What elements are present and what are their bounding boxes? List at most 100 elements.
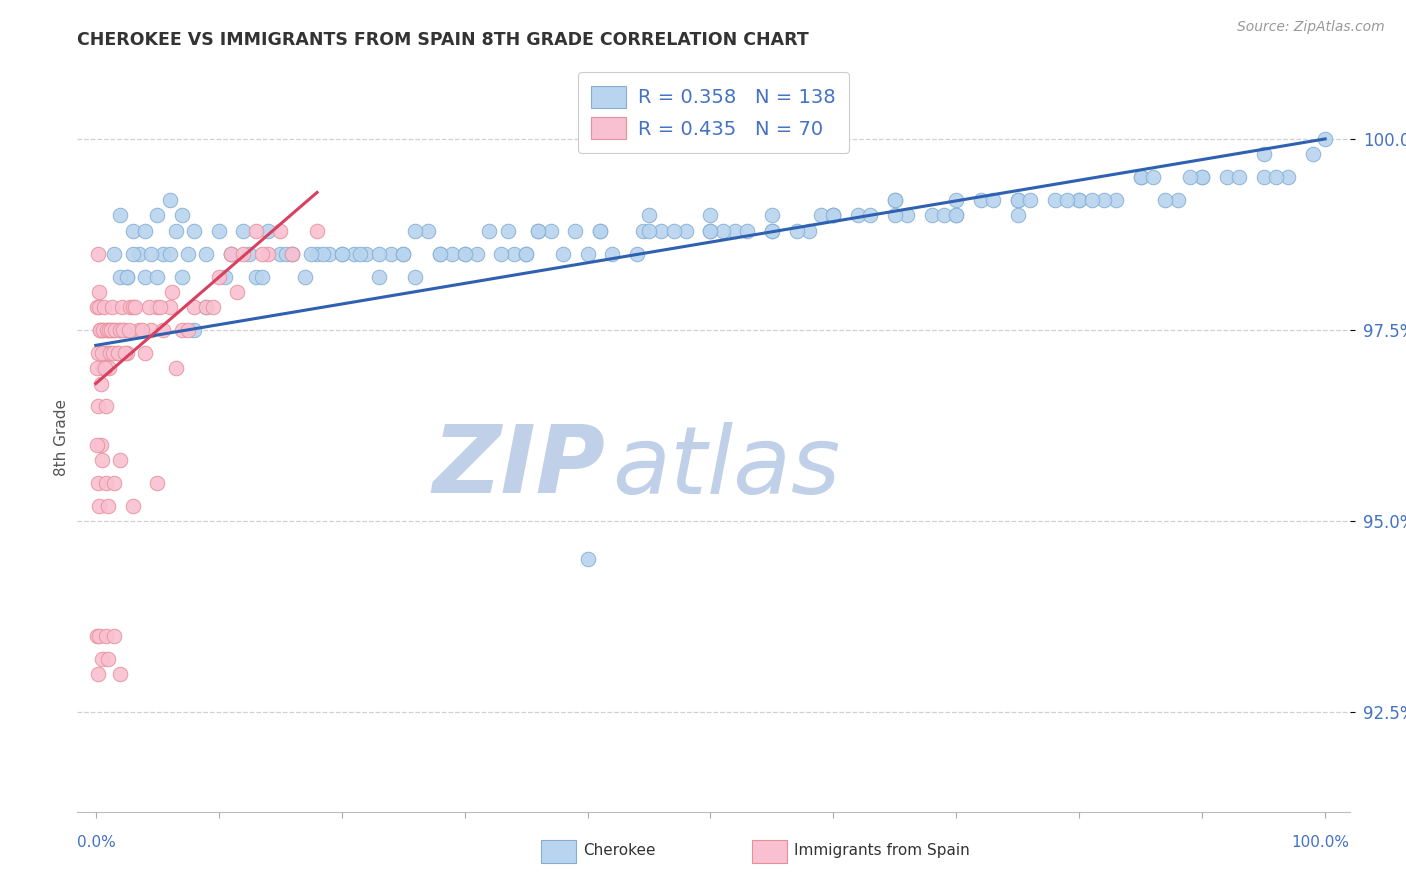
Point: [981, 193, 1004, 207]
Point: [453, 246, 475, 260]
Point: [330, 246, 353, 260]
Point: [515, 246, 537, 260]
Point: [330, 246, 353, 260]
Point: [120, 300, 142, 314]
Point: [392, 246, 415, 260]
Point: [404, 269, 426, 284]
Point: [281, 246, 304, 260]
Point: [87, 346, 110, 360]
Point: [245, 224, 267, 238]
Point: [1265, 170, 1288, 185]
Point: [441, 246, 464, 260]
Point: [638, 208, 661, 222]
Point: [165, 224, 187, 238]
Point: [195, 246, 218, 260]
Point: [1277, 170, 1299, 185]
Point: [110, 269, 132, 284]
Point: [238, 246, 260, 260]
Point: [90, 323, 112, 337]
Point: [699, 208, 721, 222]
Legend: R = 0.358   N = 138, R = 0.435   N = 70: R = 0.358 N = 138, R = 0.435 N = 70: [578, 72, 849, 153]
Point: [650, 224, 672, 238]
Point: [124, 300, 146, 314]
Point: [797, 224, 820, 238]
Point: [93, 323, 115, 337]
Point: [149, 300, 172, 314]
Point: [105, 346, 128, 360]
Point: [91, 361, 114, 376]
Point: [367, 269, 389, 284]
Point: [1227, 170, 1250, 185]
Point: [491, 246, 513, 260]
Point: [354, 246, 377, 260]
Point: [170, 323, 193, 337]
Point: [1315, 132, 1337, 146]
Point: [1142, 170, 1164, 185]
Point: [100, 323, 122, 337]
Point: [896, 208, 918, 222]
Point: [91, 346, 114, 360]
Point: [945, 193, 967, 207]
Point: [502, 246, 524, 260]
Point: [89, 499, 111, 513]
Point: [214, 269, 236, 284]
Point: [97, 499, 120, 513]
Point: [110, 208, 132, 222]
Point: [250, 246, 273, 260]
Point: [453, 246, 475, 260]
Point: [98, 346, 121, 360]
Point: [107, 346, 129, 360]
Point: [100, 300, 122, 314]
Point: [1154, 193, 1177, 207]
Point: [349, 246, 371, 260]
Point: [662, 224, 685, 238]
Point: [1007, 193, 1029, 207]
Point: [139, 246, 162, 260]
Point: [761, 224, 783, 238]
Point: [823, 208, 845, 222]
Text: 100.0%: 100.0%: [1292, 836, 1350, 850]
Text: Source: ZipAtlas.com: Source: ZipAtlas.com: [1237, 20, 1385, 34]
Point: [195, 300, 218, 314]
Point: [112, 323, 135, 337]
Point: [110, 323, 132, 337]
Point: [128, 323, 150, 337]
Point: [761, 208, 783, 222]
Point: [110, 300, 132, 314]
Point: [103, 475, 125, 490]
Point: [737, 224, 759, 238]
Point: [380, 246, 402, 260]
Text: Cherokee: Cherokee: [583, 844, 657, 858]
Text: atlas: atlas: [612, 422, 839, 513]
Point: [94, 629, 117, 643]
Point: [146, 300, 169, 314]
Point: [515, 246, 537, 260]
Point: [269, 224, 291, 238]
Point: [1105, 193, 1128, 207]
Point: [160, 285, 183, 299]
Point: [883, 193, 905, 207]
Point: [86, 438, 108, 452]
Point: [576, 552, 599, 566]
Point: [1253, 147, 1275, 161]
Point: [1216, 170, 1239, 185]
Point: [970, 193, 993, 207]
Point: [846, 208, 869, 222]
Point: [823, 208, 845, 222]
Point: [699, 224, 721, 238]
Point: [177, 323, 200, 337]
Point: [87, 475, 110, 490]
Point: [318, 246, 340, 260]
Point: [1129, 170, 1152, 185]
Point: [551, 246, 574, 260]
Point: [94, 346, 117, 360]
Point: [1129, 170, 1152, 185]
Point: [89, 323, 111, 337]
Point: [208, 269, 231, 284]
Point: [201, 300, 224, 314]
Point: [1019, 193, 1042, 207]
Point: [103, 246, 125, 260]
Point: [90, 376, 112, 391]
Point: [121, 499, 143, 513]
Point: [859, 208, 882, 222]
